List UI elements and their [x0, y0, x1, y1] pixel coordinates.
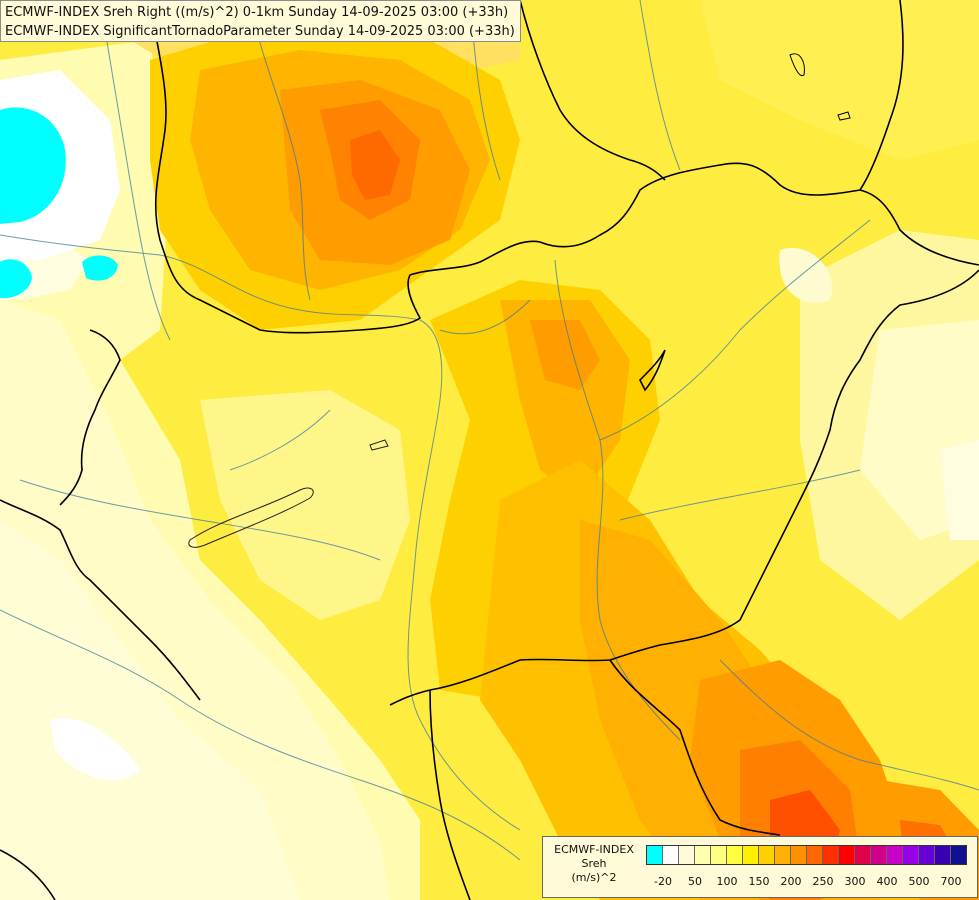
legend-swatch [823, 846, 839, 864]
legend-swatch [647, 846, 663, 864]
legend-swatch [839, 846, 855, 864]
legend-tick-label: 300 [844, 875, 866, 888]
legend-swatch [887, 846, 903, 864]
legend-tick-label: 500 [908, 875, 930, 888]
legend-tick-label: 200 [780, 875, 802, 888]
legend-tick-label: 150 [748, 875, 770, 888]
legend-title: ECMWF-INDEX Sreh (m/s)^2 [545, 843, 643, 885]
legend-title-line-3: (m/s)^2 [571, 871, 617, 884]
orange-north-core [150, 20, 520, 330]
legend-ticks: -20 50 100 150 200 250 300 400 500 700 [646, 875, 976, 891]
color-legend: ECMWF-INDEX Sreh (m/s)^2 -20 50 100 150 200 2… [542, 836, 978, 898]
legend-swatch [711, 846, 727, 864]
legend-swatches [646, 845, 967, 865]
legend-tick-label: 100 [716, 875, 738, 888]
legend-swatch [951, 846, 966, 864]
legend-tick-label: 50 [688, 875, 702, 888]
legend-swatch [871, 846, 887, 864]
header-line-1: ECMWF-INDEX Sreh Right ((m/s)^2) 0-1km S… [5, 5, 509, 20]
legend-title-line-2: Sreh [581, 857, 607, 870]
small-lake-outline [369, 439, 389, 451]
legend-tick-label: 700 [940, 875, 962, 888]
legend-tick-label: 250 [812, 875, 834, 888]
legend-swatch [679, 846, 695, 864]
legend-swatch [695, 846, 711, 864]
legend-swatch [663, 846, 679, 864]
legend-swatch [759, 846, 775, 864]
legend-swatch [935, 846, 951, 864]
low-value-patches [0, 70, 120, 299]
legend-title-line-1: ECMWF-INDEX [554, 843, 634, 856]
legend-tick-label: -20 [654, 875, 672, 888]
legend-swatch [743, 846, 759, 864]
legend-tick-label: 400 [876, 875, 898, 888]
legend-swatch [807, 846, 823, 864]
legend-swatch [775, 846, 791, 864]
legend-swatch [855, 846, 871, 864]
legend-swatch [727, 846, 743, 864]
lake-outline [188, 487, 314, 548]
rivers [0, 0, 979, 861]
header-line-2: ECMWF-INDEX SignificantTornadoParameter … [5, 24, 515, 39]
legend-swatch [903, 846, 919, 864]
map-header: ECMWF-INDEX Sreh Right ((m/s)^2) 0-1km S… [0, 0, 521, 42]
legend-swatch [919, 846, 935, 864]
island-outline-2 [837, 111, 851, 121]
legend-swatch [791, 846, 807, 864]
island-outline [789, 53, 805, 77]
east-pale-areas [700, 0, 979, 620]
